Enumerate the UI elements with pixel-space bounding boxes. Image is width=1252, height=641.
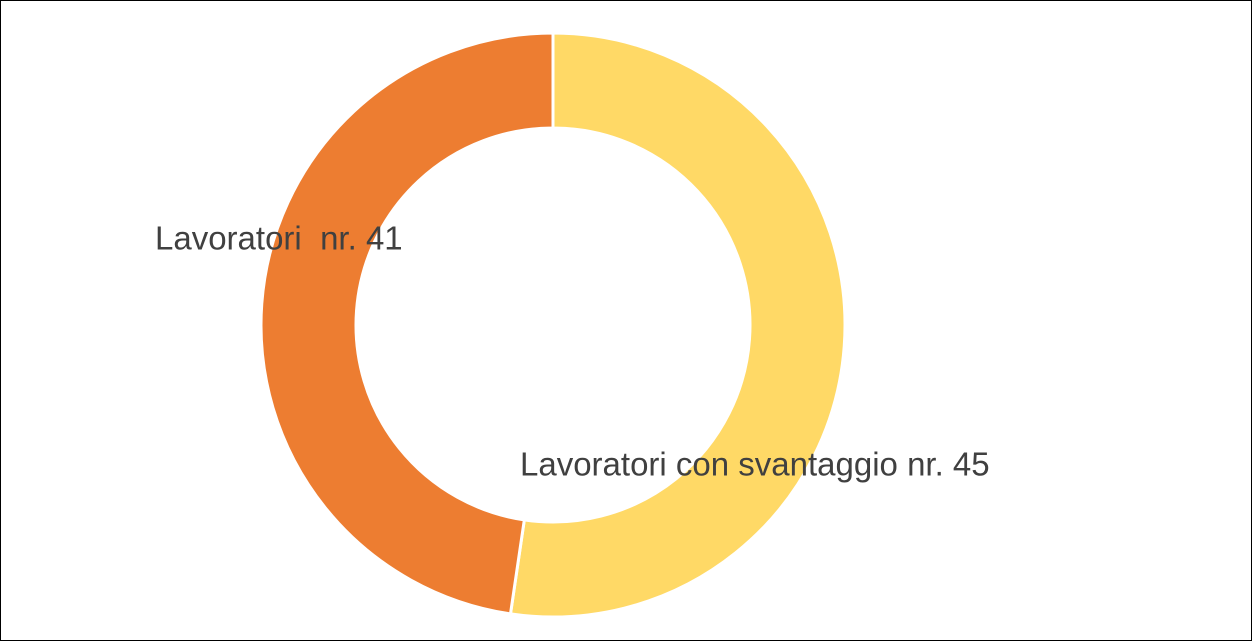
donut-slice (508, 31, 847, 619)
slice-label: Lavoratori con svantaggio nr. 45 (520, 446, 990, 483)
donut-slice (259, 31, 555, 616)
slice-label: Lavoratori nr. 41 (155, 220, 403, 257)
